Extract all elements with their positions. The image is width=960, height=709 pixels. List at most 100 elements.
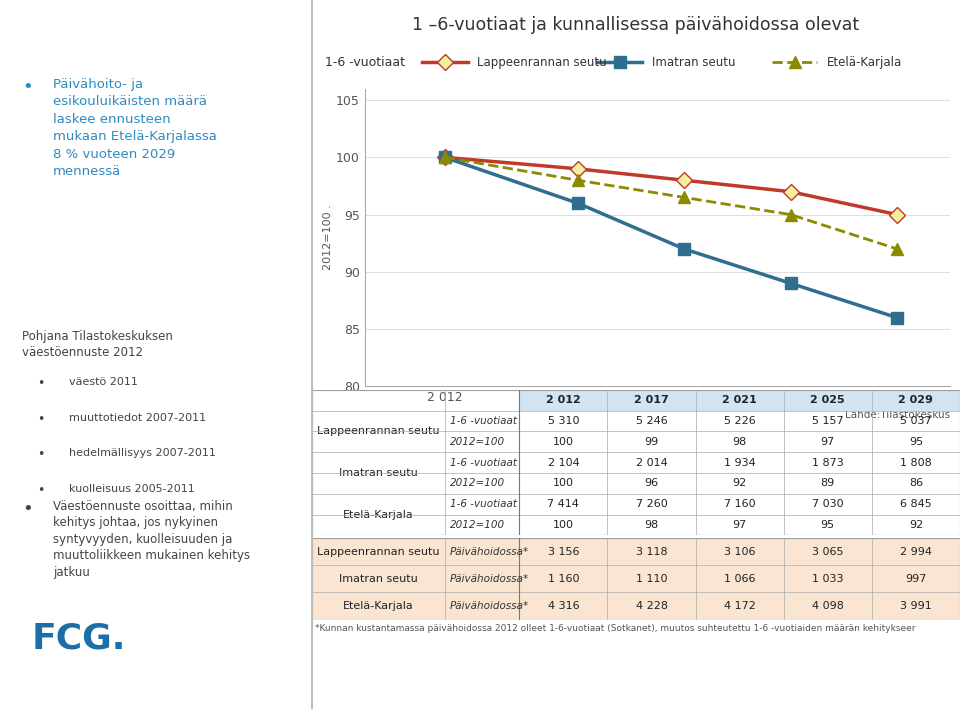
Text: 5 226: 5 226 (724, 416, 756, 426)
Text: 4 172: 4 172 (724, 601, 756, 611)
Text: 99: 99 (644, 437, 659, 447)
Text: 2 012: 2 012 (546, 396, 581, 406)
Text: kuolleisuus 2005-2011: kuolleisuus 2005-2011 (69, 484, 194, 493)
Text: Etelä-Karjala: Etelä-Karjala (343, 510, 414, 520)
Text: Lähde:Tilastokeskus: Lähde:Tilastokeskus (845, 411, 950, 420)
Text: 89: 89 (821, 479, 835, 489)
Text: Päivähoidossa*: Päivähoidossa* (450, 547, 529, 557)
Text: 5 157: 5 157 (812, 416, 844, 426)
Lappeenrannan seutu (785, 187, 797, 196)
Text: 1-6 -vuotiaat: 1-6 -vuotiaat (450, 457, 517, 468)
Text: Etelä-Karjala: Etelä-Karjala (343, 601, 414, 611)
Text: Imatran seutu: Imatran seutu (652, 55, 735, 69)
Text: 1 033: 1 033 (812, 574, 844, 584)
Text: •: • (22, 78, 33, 96)
Text: 96: 96 (644, 479, 659, 489)
Text: Lappeenrannan seutu: Lappeenrannan seutu (317, 547, 440, 557)
Text: 92: 92 (732, 479, 747, 489)
Text: 5 246: 5 246 (636, 416, 667, 426)
Text: Lappeenrannan seutu: Lappeenrannan seutu (317, 427, 440, 437)
Text: Väestöennuste osoittaa, mihin
kehitys johtaa, jos nykyinen
syntyvyyden, kuolleis: Väestöennuste osoittaa, mihin kehitys jo… (53, 500, 251, 579)
Etelä-Karjala (439, 153, 450, 162)
Text: Päivähoito- ja
esikouluikäisten määrä
laskee ennusteen
mukaan Etelä-Karjalassa
8: Päivähoito- ja esikouluikäisten määrä la… (53, 78, 217, 179)
Y-axis label: 2012=100 .: 2012=100 . (324, 205, 333, 270)
Text: 7 414: 7 414 (547, 499, 580, 509)
Line: Etelä-Karjala: Etelä-Karjala (439, 152, 902, 255)
Text: 1 160: 1 160 (547, 574, 579, 584)
Text: •: • (37, 484, 45, 496)
Text: 2012=100: 2012=100 (450, 520, 505, 530)
Text: 5 310: 5 310 (547, 416, 579, 426)
Imatran seutu (439, 153, 450, 162)
Text: 2 104: 2 104 (547, 457, 579, 468)
Text: 4 098: 4 098 (812, 601, 844, 611)
Text: 2 021: 2 021 (722, 396, 757, 406)
Text: •: • (37, 377, 45, 390)
Text: 95: 95 (909, 437, 923, 447)
Text: FCG.: FCG. (31, 622, 126, 656)
Text: •: • (22, 500, 33, 518)
Etelä-Karjala (572, 176, 584, 184)
Text: 100: 100 (553, 520, 574, 530)
Line: Imatran seutu: Imatran seutu (439, 152, 902, 323)
Text: 7 260: 7 260 (636, 499, 667, 509)
Etelä-Karjala (892, 245, 903, 253)
Bar (519, 390, 960, 411)
Text: 2 014: 2 014 (636, 457, 667, 468)
Text: 4 316: 4 316 (547, 601, 579, 611)
Text: Päivähoidossa*: Päivähoidossa* (450, 601, 529, 611)
Text: 1 110: 1 110 (636, 574, 667, 584)
Text: 2012=100: 2012=100 (450, 479, 505, 489)
Text: 3 065: 3 065 (812, 547, 844, 557)
Text: 6 845: 6 845 (900, 499, 932, 509)
Imatran seutu (892, 313, 903, 322)
Text: Pohjana Tilastokeskuksen
väestöennuste 2012: Pohjana Tilastokeskuksen väestöennuste 2… (22, 330, 173, 359)
Text: 997: 997 (905, 574, 926, 584)
Text: 1 934: 1 934 (724, 457, 756, 468)
Text: 2 017: 2 017 (635, 396, 669, 406)
Text: 3 991: 3 991 (900, 601, 932, 611)
Text: Imatran seutu: Imatran seutu (339, 574, 418, 584)
Text: Päivähoidossa*: Päivähoidossa* (450, 574, 529, 584)
Text: väestö 2011: väestö 2011 (69, 377, 137, 387)
Lappeenrannan seutu (679, 176, 690, 184)
Text: 1-6 -vuotiaat: 1-6 -vuotiaat (324, 55, 405, 69)
Text: 1 873: 1 873 (812, 457, 844, 468)
Text: 86: 86 (909, 479, 923, 489)
Text: 98: 98 (644, 520, 659, 530)
Text: 97: 97 (732, 520, 747, 530)
Text: 7 030: 7 030 (812, 499, 844, 509)
Text: 2 025: 2 025 (810, 396, 845, 406)
Etelä-Karjala (785, 211, 797, 219)
Text: 2 994: 2 994 (900, 547, 932, 557)
Text: 100: 100 (553, 437, 574, 447)
Text: 7 160: 7 160 (724, 499, 756, 509)
Imatran seutu (679, 245, 690, 253)
Text: 100: 100 (553, 479, 574, 489)
Etelä-Karjala (679, 193, 690, 201)
Text: 1-6 -vuotiaat: 1-6 -vuotiaat (450, 499, 517, 509)
Text: 1-6 -vuotiaat: 1-6 -vuotiaat (450, 416, 517, 426)
Lappeenrannan seutu (439, 153, 450, 162)
Text: *Kunnan kustantamassa päivähoidossa 2012 olleet 1-6-vuotiaat (Sotkanet), muutos : *Kunnan kustantamassa päivähoidossa 2012… (315, 625, 916, 633)
Text: 4 228: 4 228 (636, 601, 667, 611)
Imatran seutu (785, 279, 797, 288)
Text: Imatran seutu: Imatran seutu (339, 468, 418, 478)
Text: 97: 97 (821, 437, 835, 447)
Text: •: • (37, 448, 45, 461)
Text: 2012=100: 2012=100 (450, 437, 505, 447)
Text: hedelmällisyys 2007-2011: hedelmällisyys 2007-2011 (69, 448, 215, 458)
Text: 1 –6-vuotiaat ja kunnallisessa päivähoidossa olevat: 1 –6-vuotiaat ja kunnallisessa päivähoid… (413, 16, 859, 34)
Line: Lappeenrannan seutu: Lappeenrannan seutu (439, 152, 902, 220)
Text: 98: 98 (732, 437, 747, 447)
Text: •: • (37, 413, 45, 425)
Text: 5 037: 5 037 (900, 416, 932, 426)
Text: muuttotiedot 2007‑2011: muuttotiedot 2007‑2011 (69, 413, 205, 423)
Imatran seutu (572, 199, 584, 208)
Text: Lappeenrannan seutu: Lappeenrannan seutu (477, 55, 607, 69)
Lappeenrannan seutu (892, 211, 903, 219)
Text: 2 029: 2 029 (899, 396, 933, 406)
Text: Etelä-Karjala: Etelä-Karjala (828, 55, 902, 69)
Text: 92: 92 (909, 520, 924, 530)
Text: 3 156: 3 156 (547, 547, 579, 557)
